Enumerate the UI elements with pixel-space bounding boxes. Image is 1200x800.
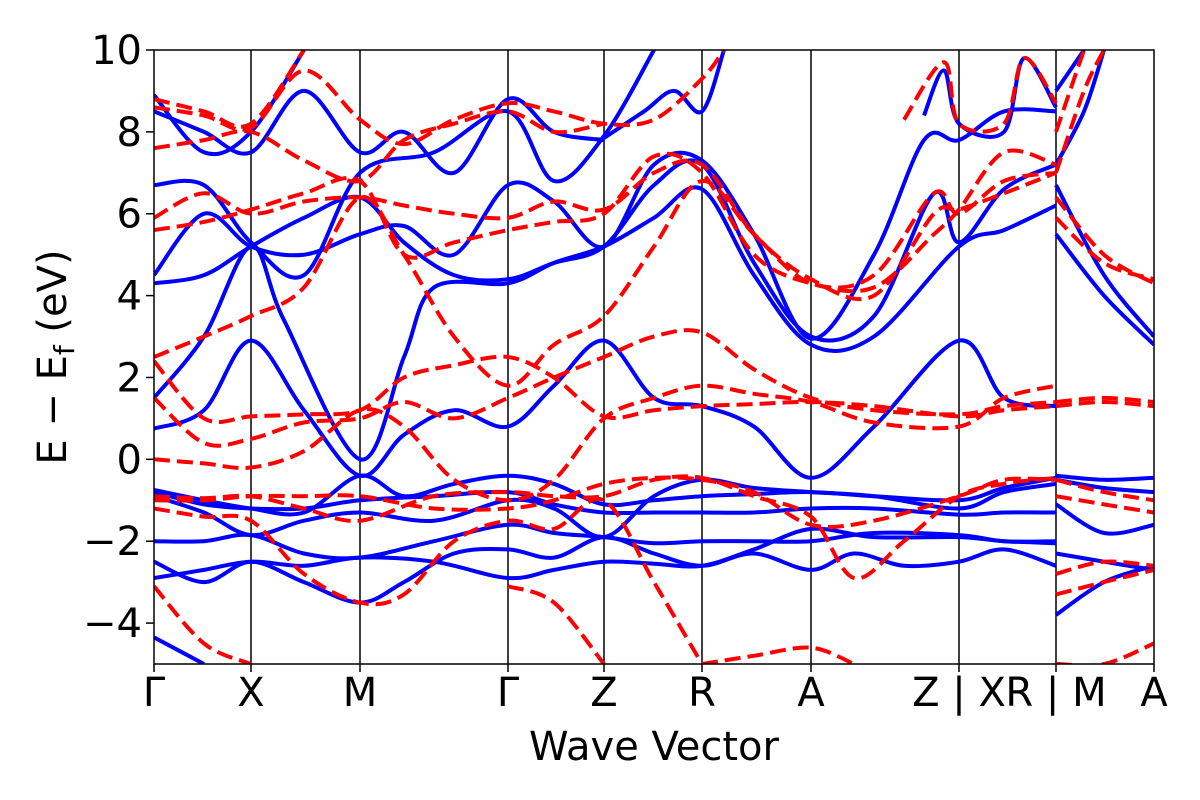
dashed-band-line: [154, 50, 306, 129]
dashed-band-line: [154, 170, 1057, 388]
dashed-band-line: [1056, 641, 1154, 664]
y-tick-label: 4: [117, 274, 142, 320]
y-axis-label-subscript: f: [48, 344, 81, 355]
dashed-band-line: [1055, 567, 1154, 597]
y-tick-label: 0: [117, 437, 142, 483]
dashed-band-line: [1054, 216, 1154, 282]
y-tick-label: 8: [117, 110, 142, 156]
solid-band-line: [922, 56, 1058, 139]
dashed-band-line: [1054, 50, 1086, 133]
dashed-band-line: [1055, 494, 1154, 515]
solid-band-line: [154, 50, 656, 280]
dashed-band-line: [1055, 477, 1154, 503]
solid-band-line: [154, 338, 1057, 480]
solid-band-line: [1055, 473, 1154, 482]
y-tick-label: 6: [117, 192, 142, 238]
dashed-band-line: [1054, 50, 1106, 174]
dashed-band-line: [154, 383, 1057, 503]
dashed-band-line: [1055, 559, 1154, 576]
y-axis-label-unit: (eV): [30, 249, 76, 345]
y-axis-label: E − Ef (eV): [30, 249, 81, 464]
dashed-band-line: [154, 354, 1057, 425]
solid-band-line: [154, 477, 1057, 540]
solid-band-line: [154, 526, 1057, 581]
y-tick-label: 10: [91, 28, 142, 74]
dashed-band-line: [154, 328, 1057, 448]
band-lines: [154, 50, 1154, 664]
solid-band-line: [602, 50, 726, 140]
y-tick-label: −2: [83, 519, 142, 565]
dashed-band-line: [154, 148, 1057, 294]
solid-band-line: [154, 50, 306, 157]
dashed-band-line: [1055, 395, 1154, 404]
dashed-band-line: [154, 158, 1057, 302]
x-tick-label: A: [1140, 670, 1168, 716]
dashed-band-line: [507, 584, 606, 664]
solid-band-line: [1054, 184, 1154, 338]
solid-band-line: [154, 473, 1057, 517]
x-tick-label: R | M: [1005, 670, 1106, 716]
solid-band-line: [1054, 502, 1154, 536]
dashed-band-line: [154, 475, 1057, 529]
x-axis-label: Wave Vector: [529, 724, 780, 770]
y-tick-label: −4: [83, 601, 142, 647]
dashed-band-line: [902, 56, 1058, 134]
solid-band-line: [1054, 232, 1154, 347]
solid-band-line: [154, 107, 1057, 341]
x-tick-label: R: [688, 670, 716, 716]
x-tick-label: Γ: [143, 670, 166, 716]
solid-band-line: [1054, 50, 1106, 166]
x-tick-label: Z: [590, 670, 617, 716]
dashed-band-line: [154, 50, 726, 147]
dashed-band-line: [154, 474, 1057, 581]
dashed-band-line: [1055, 400, 1154, 409]
dashed-band-line: [154, 109, 605, 184]
x-tick-label: X: [237, 670, 264, 716]
y-axis-label-main: E − E: [30, 355, 76, 465]
plot-frame: [153, 49, 1155, 665]
x-tick-label: Γ: [497, 670, 520, 716]
solid-band-line: [154, 635, 205, 664]
dashed-band-line: [701, 645, 855, 664]
x-tick-label: M: [343, 670, 378, 716]
y-tick-label: 2: [117, 355, 142, 401]
solid-band-line: [154, 489, 1057, 517]
x-tick-label: A: [797, 670, 825, 716]
x-tick-label: Z | X: [912, 670, 1006, 716]
y-axis-ticks: −4 −2 0 2 4 6 8 10: [83, 28, 154, 647]
dashed-band-line: [154, 584, 252, 664]
dashed-band-line: [154, 496, 704, 664]
